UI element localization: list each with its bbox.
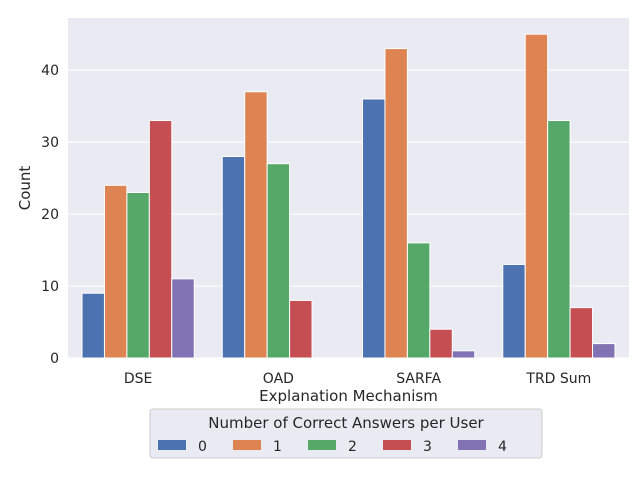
x-tick-label: OAD (263, 371, 294, 387)
bar-trd-sum-series-3 (569, 307, 594, 359)
legend-swatch (233, 440, 261, 450)
y-tick-label: 20 (41, 207, 59, 223)
bars (81, 33, 616, 359)
legend-label: 1 (273, 439, 282, 455)
bar-oad-series-1 (244, 91, 268, 359)
bar-dse-series-4 (171, 278, 195, 359)
bar-oad-series-2 (266, 163, 291, 359)
bar-trd-sum-series-1 (524, 33, 549, 359)
legend-label: 4 (498, 439, 507, 455)
bar-dse-series-1 (103, 184, 128, 359)
bar-sarfa-series-0 (362, 98, 386, 359)
legend-title: Number of Correct Answers per User (208, 414, 484, 432)
bar-sarfa-series-4 (451, 350, 476, 359)
y-axis-ticks: 0 10 20 30 40 (41, 63, 59, 367)
bar-oad-series-3 (289, 299, 313, 359)
legend-swatch (458, 440, 486, 450)
legend-swatch (158, 440, 186, 450)
y-tick-label: 30 (41, 135, 59, 151)
bar-dse-series-2 (126, 191, 150, 359)
legend-items: 0 1 2 3 4 (158, 439, 507, 455)
bar-dse-series-0 (81, 292, 105, 359)
y-tick-label: 0 (50, 351, 59, 367)
y-tick-label: 40 (41, 63, 59, 79)
bar-trd-sum-series-0 (502, 263, 526, 359)
x-tick-label: TRD Sum (525, 371, 591, 387)
bar-trd-sum-series-2 (547, 120, 571, 359)
x-tick-label: SARFA (396, 371, 441, 387)
y-axis-label: Count (16, 166, 34, 211)
x-axis-label: Explanation Mechanism (259, 387, 438, 405)
bar-sarfa-series-2 (406, 242, 431, 359)
legend-swatch (383, 440, 411, 450)
legend-label: 2 (348, 439, 357, 455)
bar-oad-series-0 (221, 156, 246, 359)
x-tick-label: DSE (124, 371, 153, 387)
legend-label: 3 (423, 439, 432, 455)
x-axis-ticks: DSE OAD SARFA TRD Sum (124, 371, 591, 387)
y-tick-label: 10 (41, 279, 59, 295)
legend-swatch (308, 440, 336, 450)
bar-sarfa-series-3 (429, 328, 453, 359)
bar-dse-series-3 (148, 120, 173, 359)
legend-label: 0 (198, 439, 207, 455)
bar-sarfa-series-1 (384, 48, 408, 359)
bar-trd-sum-series-4 (592, 343, 616, 359)
legend: Number of Correct Answers per User 0 1 2 3 4 (149, 408, 543, 459)
